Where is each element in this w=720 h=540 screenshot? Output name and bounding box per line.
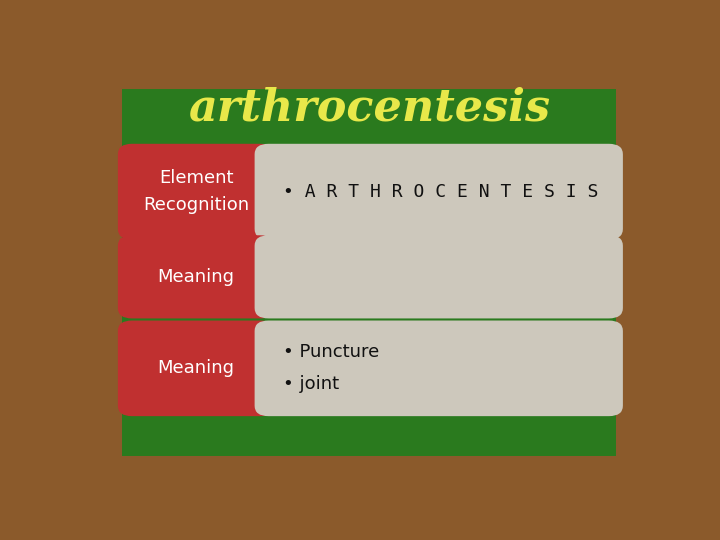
Text: • A R T H R O C E N T E S I S: • A R T H R O C E N T E S I S <box>282 183 598 201</box>
Text: arthrocentesis: arthrocentesis <box>188 87 550 130</box>
Text: Element
Recognition: Element Recognition <box>143 170 249 214</box>
FancyBboxPatch shape <box>118 235 274 319</box>
FancyBboxPatch shape <box>118 144 274 239</box>
FancyBboxPatch shape <box>118 321 274 416</box>
Text: Meaning: Meaning <box>158 268 235 286</box>
FancyBboxPatch shape <box>255 321 623 416</box>
Text: Meaning: Meaning <box>158 359 235 377</box>
Text: • Puncture
• joint: • Puncture • joint <box>282 343 379 393</box>
FancyBboxPatch shape <box>255 235 623 319</box>
FancyBboxPatch shape <box>255 144 623 239</box>
Bar <box>122 89 616 456</box>
